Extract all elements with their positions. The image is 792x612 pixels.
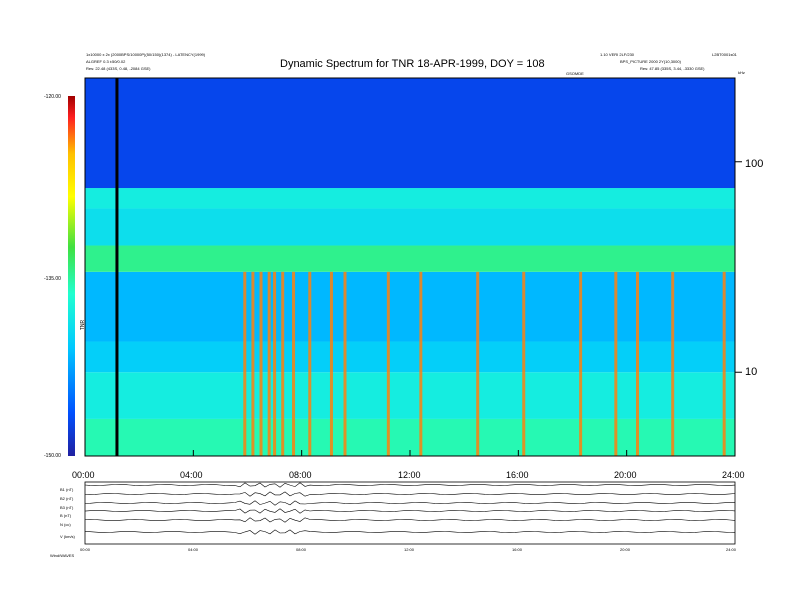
header-right-line2: BPS_PICTURE 2000 2Y(10,3000)	[620, 59, 681, 64]
x-tick-marks	[84, 450, 736, 456]
burst-10	[386, 271, 390, 456]
burst-15	[614, 271, 618, 456]
heatmap-band-2	[85, 341, 735, 373]
panel-label-b3: B3 (nT)	[60, 505, 74, 510]
panel-label-b: B (nT)	[60, 513, 72, 518]
burst-layer	[115, 78, 726, 456]
bottom-x-tick-1: 04:00	[188, 547, 199, 552]
panel-label-b2: B2 (nT)	[60, 496, 74, 501]
colorbar	[68, 96, 75, 456]
bottom-x-tick-2: 08:00	[296, 547, 307, 552]
burst-0	[243, 271, 247, 456]
bottom-x-tick-3: 12:00	[404, 547, 415, 552]
colorbar-tick-top: -120.00	[44, 94, 61, 100]
burst-11	[419, 271, 423, 456]
burst-7	[308, 271, 312, 456]
x-tick-3: 12:00	[398, 470, 421, 480]
x-tick-5: 20:00	[614, 470, 637, 480]
header-mid-small: GSOMDE	[566, 71, 584, 76]
chart-title: Dynamic Spectrum for TNR 18-APR-1999, DO…	[280, 58, 545, 70]
heatmap-band-3	[85, 271, 735, 342]
burst-4	[273, 271, 277, 456]
header-left-line2: ALGREF 0.3 ±50/0.02	[86, 59, 126, 64]
burst-2	[259, 271, 263, 456]
heatmap-layer	[85, 78, 735, 456]
panel-trace-1	[84, 491, 736, 497]
footer-label: Wind/WAVES	[50, 553, 75, 558]
burst-6	[292, 271, 296, 456]
heatmap-band-7	[85, 78, 735, 189]
bottom-panel-frame	[84, 481, 736, 545]
burst-16	[636, 271, 639, 456]
colorbar-tick-mid: -135.00	[44, 276, 61, 282]
data-gap-line	[115, 78, 119, 456]
bottom-x-tick-0: 00:00	[80, 547, 91, 552]
header-left-line1: 1x10000 x 2x (2000BPS/10000P)(50/150)(13…	[86, 52, 206, 57]
burst-17	[671, 271, 675, 456]
y-tick-100: 100	[745, 158, 764, 170]
bottom-x-tick-6: 24:00	[726, 547, 737, 552]
bottom-panels	[84, 481, 736, 545]
burst-5	[281, 271, 285, 456]
burst-3	[267, 271, 271, 456]
burst-18	[722, 271, 726, 456]
header-right-corner: L2BT0001s01	[712, 52, 737, 57]
panel-trace-3	[84, 508, 736, 514]
heatmap-band-4	[85, 245, 735, 272]
panel-trace-0	[84, 482, 736, 488]
x-tick-1: 04:00	[180, 470, 203, 480]
x-tick-6: 24:00	[722, 470, 745, 480]
panel-trace-4	[84, 517, 736, 523]
heatmap-band-0	[85, 418, 735, 456]
panel-label-v: V (km/s)	[60, 534, 75, 539]
bottom-x-tick-4: 16:00	[512, 547, 523, 552]
heatmap-band-5	[85, 208, 735, 246]
x-tick-0: 00:00	[72, 470, 95, 480]
burst-1	[251, 271, 255, 456]
panel-label-n: N (cc)	[60, 522, 71, 527]
y-tick-marks	[735, 161, 742, 373]
header-left-line3: Res: 22.48 (433S, 0.48, -2084 GSE)	[86, 66, 151, 71]
panel-label-b1: B1 (nT)	[60, 487, 74, 492]
header-right-line3: Res: 47.85 (335S, 3.44, -3330 GSE)	[640, 66, 705, 71]
colorbar-tick-bottom: -150.00	[44, 453, 61, 459]
panel-trace-2	[84, 500, 735, 506]
bottom-x-tick-5: 20:00	[620, 547, 631, 552]
x-tick-4: 16:00	[506, 470, 529, 480]
burst-12	[476, 271, 480, 456]
burst-14	[579, 271, 583, 456]
burst-8	[329, 271, 333, 456]
x-tick-2: 08:00	[289, 470, 312, 480]
header-right-line1: 1.10 VERI 2LF/230	[600, 52, 635, 57]
heatmap-band-1	[85, 372, 735, 419]
panel-trace-5	[84, 529, 736, 535]
heatmap-band-6	[85, 188, 735, 209]
header-right-unit: kHz	[738, 70, 745, 75]
burst-13	[522, 271, 526, 456]
burst-9	[343, 271, 347, 456]
y-tick-10: 10	[745, 366, 758, 378]
